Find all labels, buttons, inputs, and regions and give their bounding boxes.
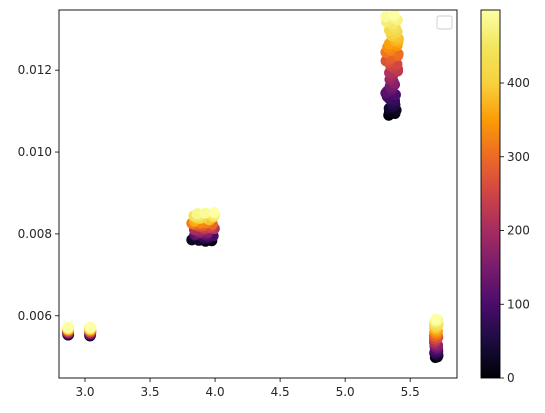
colorbar-axis: 0 100 200 300 400 <box>500 76 530 385</box>
colorbar <box>480 9 501 379</box>
scatter-point <box>85 321 97 333</box>
colorbar-tick-label: 100 <box>507 297 530 311</box>
y-tick-label: 0.008 <box>18 227 52 241</box>
y-axis: 0.006 0.008 0.010 0.012 <box>18 63 59 323</box>
y-tick-label: 0.012 <box>18 63 52 77</box>
scatter-point <box>208 207 220 219</box>
plot-frame <box>58 9 458 379</box>
scatter-point <box>388 10 400 21</box>
x-axis: 3.0 3.5 4.0 4.5 5.0 5.5 <box>75 378 420 399</box>
colorbar-tick-label: 400 <box>507 76 530 90</box>
legend-box <box>436 15 453 30</box>
x-tick-label: 3.0 <box>75 385 94 399</box>
scatter-point <box>430 313 442 325</box>
colorbar-tick-label: 300 <box>507 150 530 164</box>
x-tick-label: 5.0 <box>336 385 355 399</box>
colorbar-tick-label: 200 <box>507 224 530 238</box>
x-tick-label: 3.5 <box>140 385 159 399</box>
y-tick-label: 0.010 <box>18 145 52 159</box>
scatter-point <box>380 11 392 23</box>
x-tick-label: 4.0 <box>206 385 225 399</box>
scatter-point <box>192 208 204 220</box>
scatter-points <box>62 10 444 364</box>
colorbar-tick-label: 0 <box>507 371 515 385</box>
scatter-point <box>62 321 74 333</box>
y-tick-label: 0.006 <box>18 309 52 323</box>
scatter-point <box>199 207 211 219</box>
x-tick-label: 4.5 <box>271 385 290 399</box>
x-tick-label: 5.5 <box>401 385 420 399</box>
